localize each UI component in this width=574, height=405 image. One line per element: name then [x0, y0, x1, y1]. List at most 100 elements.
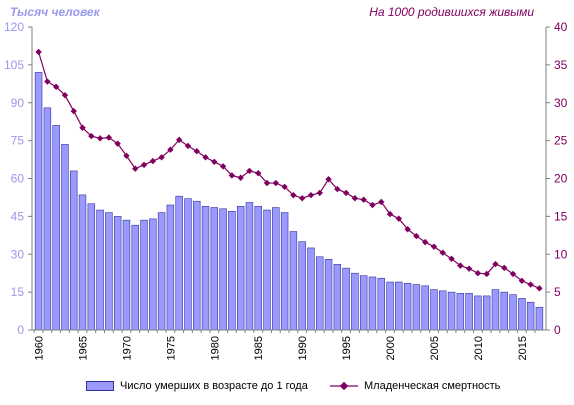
- legend: Число умерших в возрасте до 1 года Младе…: [0, 380, 574, 396]
- bar-2012: [491, 289, 500, 331]
- mortality-point-2015: [518, 277, 526, 284]
- x-tick-label-2010: 2010: [473, 336, 485, 360]
- bar-1975: [166, 204, 175, 331]
- left-tick-label: 90: [11, 96, 25, 110]
- bar-2017: [535, 306, 544, 331]
- bar-1997: [359, 275, 368, 331]
- mortality-point-1969: [114, 140, 121, 147]
- bar-1973: [149, 218, 157, 331]
- bar-1969: [113, 216, 122, 331]
- bar-1985: [254, 205, 262, 331]
- bar-1963: [61, 144, 69, 331]
- right-tick-label: 0: [554, 323, 561, 337]
- chart-area: 0 15 30 45 60 75 90 105 120 0 5 10 15 20 25 30 35 40 1960 1…: [4, 20, 568, 360]
- bar-1972: [140, 219, 148, 331]
- bar-1981: [219, 208, 227, 331]
- bar-1998: [368, 276, 377, 331]
- mortality-point-2005: [430, 243, 438, 250]
- bar-1986: [263, 209, 271, 331]
- mortality-line: [38, 51, 540, 289]
- mortality-point-1973: [149, 157, 157, 165]
- bar-2013: [500, 291, 508, 331]
- left-tick-label: 60: [11, 172, 25, 186]
- mortality-point-1971: [132, 165, 139, 172]
- bar-2008: [456, 293, 465, 331]
- mortality-point-1982: [228, 172, 236, 179]
- left-axis-title: Тысяч человек: [10, 5, 100, 19]
- mortality-point-1965: [79, 124, 86, 131]
- mortality-point-1975: [167, 146, 174, 153]
- mortality-point-2007: [448, 255, 455, 262]
- mortality-point-2000: [386, 210, 394, 218]
- right-tick-label: 30: [554, 96, 568, 110]
- right-tick-label: 15: [554, 209, 568, 223]
- x-tick-label-1965: 1965: [78, 336, 90, 360]
- bar-1991: [307, 247, 315, 331]
- mortality-point-2010: [474, 269, 482, 277]
- bar-2002: [403, 282, 412, 331]
- mortality-point-1964: [70, 107, 77, 115]
- bar-1962: [52, 125, 60, 331]
- right-tick-label: 10: [554, 247, 568, 261]
- mortality-point-1986: [263, 179, 271, 187]
- bar-1993: [324, 258, 333, 331]
- bar-1990: [298, 241, 306, 331]
- right-tick-label: 20: [554, 172, 568, 186]
- bar-1999: [377, 277, 385, 331]
- bar-1960: [34, 72, 43, 331]
- legend-bars-label: Число умерших в возрасте до 1 года: [120, 380, 308, 392]
- mortality-point-1961: [44, 78, 51, 85]
- mortality-point-1968: [105, 134, 113, 141]
- x-tick-label-1995: 1995: [341, 336, 353, 360]
- bar-1976: [175, 195, 183, 331]
- mortality-point-1987: [272, 179, 280, 187]
- mortality-point-1978: [193, 148, 200, 155]
- bar-1982: [228, 211, 236, 331]
- right-tick-label: 40: [554, 20, 568, 34]
- mortality-point-1972: [140, 161, 148, 169]
- mortality-point-1981: [219, 163, 227, 170]
- mortality-point-2006: [439, 249, 446, 256]
- bar-2015: [518, 298, 526, 331]
- right-tick-label: 25: [554, 134, 568, 148]
- x-tick-label-1990: 1990: [297, 336, 309, 360]
- mortality-point-1974: [158, 154, 165, 161]
- mortality-point-1979: [202, 154, 209, 161]
- x-tick-label-1985: 1985: [253, 336, 265, 360]
- bar-1984: [245, 202, 254, 331]
- bar-1983: [236, 205, 245, 331]
- x-tick-label-2015: 2015: [517, 336, 529, 360]
- left-tick-label: 15: [11, 285, 25, 299]
- bar-2000: [386, 281, 394, 331]
- mortality-point-1989: [290, 191, 297, 199]
- bar-2010: [474, 295, 482, 331]
- mortality-point-1999: [378, 198, 385, 206]
- bar-1966: [87, 203, 96, 331]
- bar-1989: [289, 231, 298, 331]
- left-tick-label: 30: [11, 247, 25, 261]
- mortality-point-1991: [307, 191, 315, 199]
- mortality-point-1980: [211, 158, 218, 166]
- bar-2004: [421, 285, 429, 331]
- legend-line-swatch: [330, 381, 358, 391]
- legend-line-label: Младенческая смертность: [364, 380, 501, 392]
- bar-1987: [272, 207, 280, 331]
- bar-2006: [439, 290, 447, 331]
- x-tick-label-1980: 1980: [209, 336, 221, 360]
- bar-1992: [316, 256, 324, 331]
- bar-2007: [447, 291, 456, 331]
- mortality-point-1984: [246, 167, 253, 175]
- legend-item-mortality: Младенческая смертность: [330, 380, 500, 392]
- x-tick-label-1970: 1970: [121, 336, 133, 360]
- mortality-point-2012: [492, 260, 499, 268]
- bar-1979: [201, 205, 210, 331]
- mortality-point-1967: [96, 135, 104, 142]
- mortality-point-1970: [123, 152, 130, 159]
- mortality-point-2016: [527, 281, 534, 288]
- mortality-point-1997: [360, 196, 367, 203]
- mortality-point-2013: [501, 264, 508, 272]
- mortality-point-1960: [35, 48, 42, 56]
- bar-1988: [280, 212, 289, 331]
- mortality-point-2008: [457, 262, 464, 269]
- x-tick-label-2005: 2005: [429, 336, 441, 360]
